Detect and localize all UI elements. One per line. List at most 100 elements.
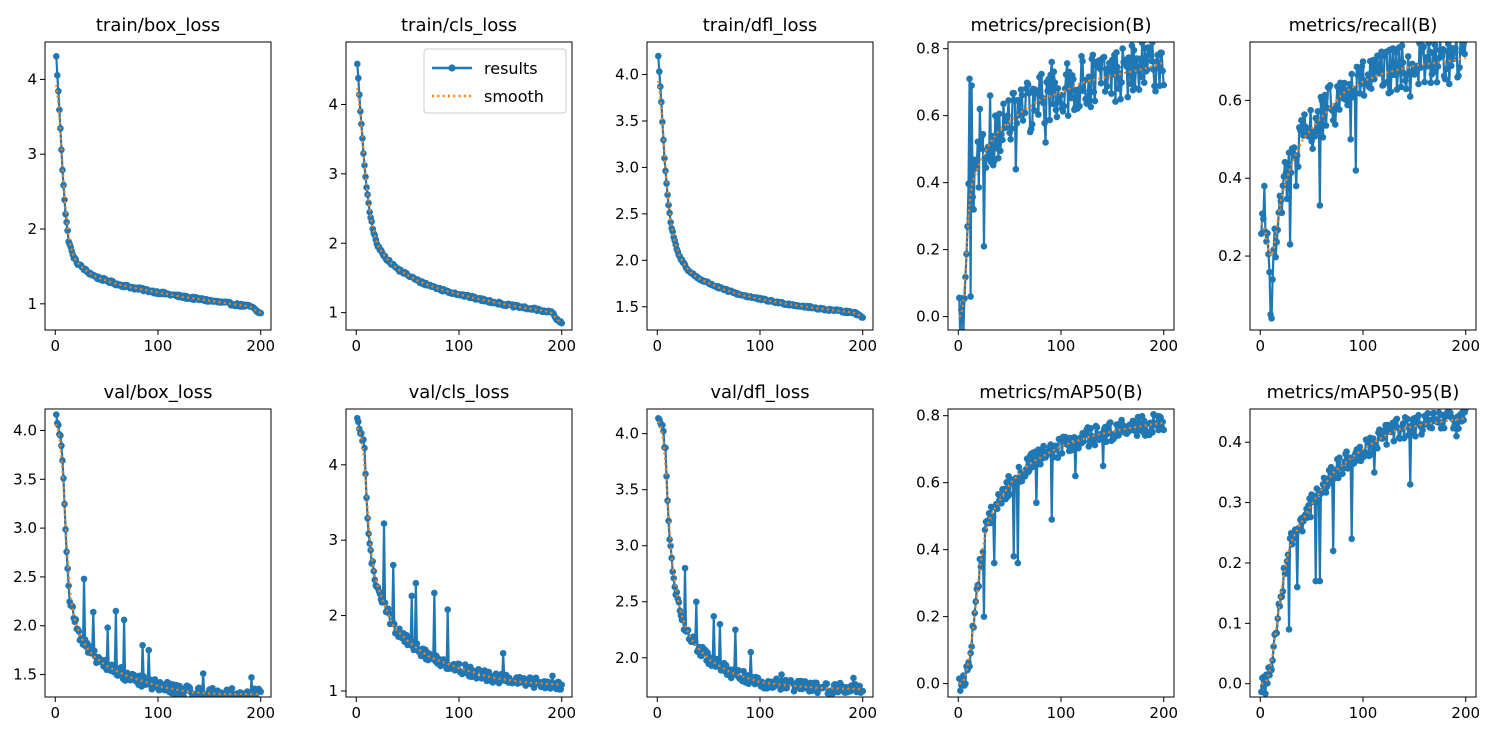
x-tick-label: 100 [144,337,173,355]
results-point [253,694,260,697]
results-point [1268,315,1275,322]
results-point [1060,102,1068,110]
results-point [1319,134,1327,141]
results-point [1358,63,1366,70]
x-tick-label: 100 [1349,337,1378,355]
results-point [1381,426,1388,434]
results-point [1356,443,1364,451]
y-tick-label: 2.0 [615,649,639,667]
results-point [1112,98,1119,105]
results-point [139,641,146,649]
results-point [1352,167,1360,174]
results-point [1430,68,1438,76]
results-point [655,52,662,60]
results-point [1132,61,1140,69]
results-point [1090,88,1098,96]
results-point [998,500,1005,507]
results-point [1453,432,1460,440]
results-point [1460,416,1467,424]
results-point [366,208,373,216]
results-point [1054,85,1062,92]
results-point [558,681,566,689]
results-point [1286,241,1294,248]
results-point [1318,97,1326,104]
results-point [1130,46,1138,54]
results-point [1348,70,1355,78]
results-point [1397,83,1405,91]
results-point [994,505,1001,513]
y-tick-label: 2 [27,220,37,238]
results-point [1078,52,1085,60]
y-tick-label: 4 [328,95,338,113]
results-point [1321,91,1329,99]
results-point [1307,513,1314,521]
results-point [732,626,739,634]
results-point [1284,161,1292,168]
plot-area [354,60,566,327]
results-point [355,418,362,426]
results-point [1153,58,1160,65]
results-point [1140,79,1148,86]
results-point [145,646,153,654]
results-point [977,145,985,152]
results-point [667,542,674,550]
x-tick-label: 0 [351,337,361,355]
y-tick-label: 3.0 [13,519,37,537]
results-point [958,306,965,313]
results-point [64,565,71,572]
subplot-metrics-precision-b-: metrics/precision(B) 0 100 200 0.0 0.2 0.4 0.6 0… [916,15,1178,355]
x-tick-label: 0 [652,704,662,722]
x-tick-label: 0 [1255,704,1265,722]
results-point [248,674,255,681]
results-point [1051,79,1059,86]
results-point [1107,62,1114,70]
results-point [1099,462,1107,470]
y-tick-label: 0.2 [916,608,940,626]
results-point [1343,448,1350,455]
results-point [656,68,663,75]
results-point [1010,553,1018,560]
results-point [669,568,676,575]
results-point [1278,593,1286,601]
results-point [1305,132,1312,140]
results-point [257,688,265,696]
y-tick-label: 3.5 [615,112,639,130]
results-point [112,607,120,615]
results-point [1331,121,1339,128]
results-point [1133,432,1141,439]
results-point [118,667,126,675]
results-point [979,130,987,138]
results-point [1137,73,1145,81]
results-point [1404,53,1412,60]
results-point [1452,45,1459,52]
results-point [1460,42,1467,47]
results-point [1390,437,1398,445]
y-tick-label: 3 [328,531,338,549]
legend-label-results: results [484,59,538,78]
subplot-train-box-loss: train/box_loss 0 100 200 1 2 3 4 [27,15,275,355]
y-tick-label: 0.6 [1218,91,1242,109]
results-point [1066,86,1074,94]
results-point [1339,470,1346,478]
results-point [361,161,368,169]
results-point [716,620,724,628]
results-point [1150,66,1157,73]
x-tick-label: 200 [1451,337,1480,355]
results-point [1452,420,1459,428]
y-tick-label: 2.5 [615,593,639,611]
results-point [974,138,982,146]
results-point [823,680,831,688]
results-point [1050,68,1058,76]
results-point [1100,53,1108,61]
results-point [681,564,689,572]
results-point [1039,94,1046,102]
results-point [1108,90,1115,97]
results-point [1419,426,1426,434]
subplot-val-dfl-loss: val/dfl_loss 0 100 200 2.0 2.5 3.0 3.5 4.0 [615,382,877,722]
subplot-train-dfl-loss: train/dfl_loss 0 100 200 1.5 2.0 2.5 3.0 3.5 4.0 [615,15,877,355]
results-point [1315,496,1323,504]
results-point [1335,474,1342,482]
results-point [1119,45,1126,52]
results-markers [354,60,566,327]
results-point [662,444,669,452]
